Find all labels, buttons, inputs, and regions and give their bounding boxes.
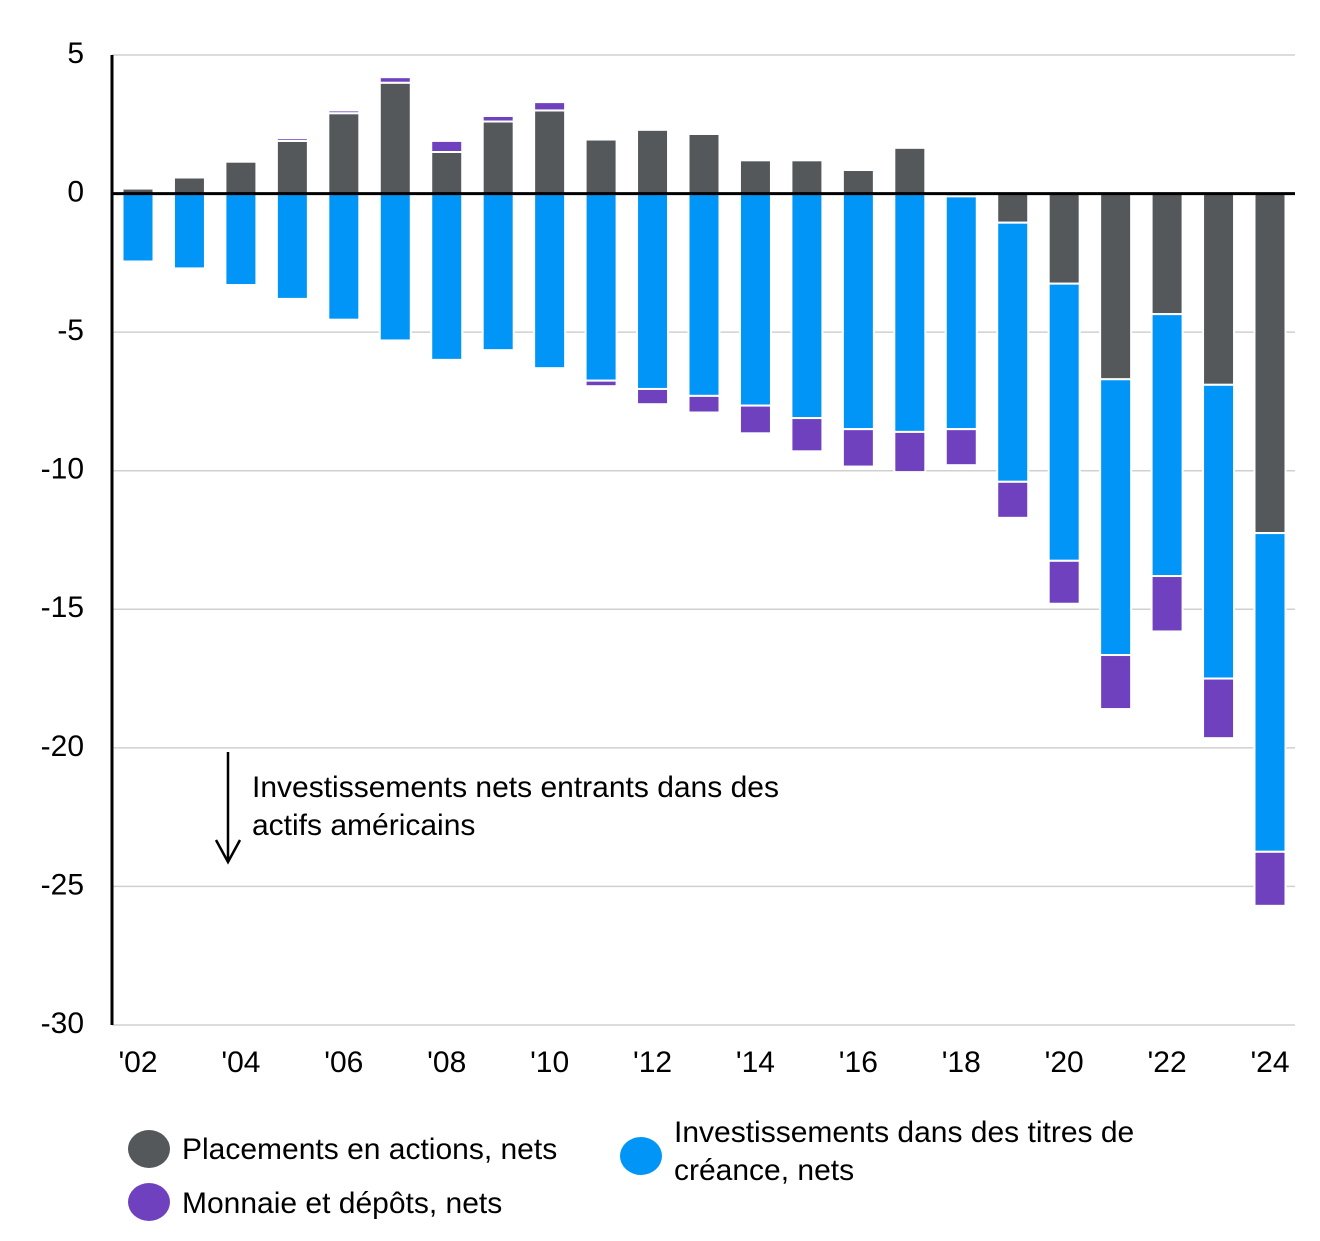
x-tick-label: '02 [118, 1046, 157, 1079]
bar-segment [996, 480, 1030, 519]
y-tick-label: -5 [57, 314, 84, 347]
bar-segment [944, 428, 978, 467]
bar-segment [790, 159, 824, 195]
bar-segment [893, 430, 927, 474]
bar-segment [996, 192, 1030, 224]
x-tick-label: '10 [530, 1046, 569, 1079]
bar-segment [1202, 383, 1236, 680]
bar-segment [636, 128, 670, 195]
bar-segment [275, 137, 309, 142]
bar-segment [1253, 192, 1287, 535]
bar-segment [1150, 192, 1184, 316]
y-tick-label: -25 [41, 868, 84, 901]
bar-segment [893, 146, 927, 195]
bar-segment [481, 192, 515, 352]
bar-segment [327, 109, 361, 115]
bar-segment [1202, 677, 1236, 740]
bar-segment [121, 192, 155, 263]
bar-segment [738, 159, 772, 195]
legend-label: Investissements dans des titres de créan… [674, 1116, 1135, 1187]
legend-swatch [128, 1183, 170, 1221]
bar-segment [841, 192, 875, 431]
y-tick-label: -10 [41, 453, 84, 486]
bar-segment [378, 81, 412, 195]
bar-segment [172, 192, 206, 270]
bar-segment [172, 176, 206, 195]
bar-segment [841, 428, 875, 468]
bar-segment [893, 192, 927, 433]
bar-segment [790, 417, 824, 453]
y-tick-label: 5 [67, 37, 84, 70]
bar-segment [996, 221, 1030, 483]
bar-segment [636, 387, 670, 406]
legend-label: Monnaie et dépôts, nets [182, 1187, 503, 1220]
bar-segment [327, 112, 361, 195]
y-tick-label: -20 [41, 730, 84, 763]
bar-segment [584, 138, 618, 195]
legend-swatch [620, 1137, 662, 1175]
bar-segment [481, 114, 515, 123]
bar-segment [1150, 575, 1184, 633]
x-tick-label: '12 [633, 1046, 672, 1079]
annotation-arrowhead [214, 839, 242, 865]
bar-segment [1047, 559, 1081, 605]
y-tick-label: -30 [41, 1007, 84, 1040]
bar-segment [533, 192, 567, 370]
annotation: Investissements nets entrants dans des a… [252, 771, 779, 842]
y-tick-label: -15 [41, 591, 84, 624]
x-tick-label: '18 [942, 1046, 981, 1079]
x-tick-label: '16 [839, 1046, 878, 1079]
bar-segment [636, 192, 670, 390]
bar-segment [378, 192, 412, 342]
bar-segment [430, 151, 464, 195]
legend-swatch [128, 1130, 170, 1168]
bar-segment [584, 192, 618, 382]
bar-segment [275, 192, 309, 300]
bar-segment [224, 192, 258, 287]
bar-segment [1099, 378, 1133, 657]
x-tick-label: '08 [427, 1046, 466, 1079]
bar-segment [1099, 654, 1133, 711]
bar-segment [1047, 192, 1081, 285]
x-tick-label: '04 [221, 1046, 260, 1079]
x-tick-label: '22 [1148, 1046, 1187, 1079]
bar-segment [430, 139, 464, 154]
bar-segment [944, 195, 978, 431]
bar-segment [687, 132, 721, 195]
bar-segment [841, 169, 875, 195]
bar-segment [687, 394, 721, 414]
bar-segment [481, 120, 515, 195]
bar-segment [790, 192, 824, 420]
x-tick-label: '14 [736, 1046, 775, 1079]
bar-segment [378, 76, 412, 84]
bar-segment [275, 139, 309, 195]
bar-segment [1047, 282, 1081, 562]
bar-segment [1202, 192, 1236, 386]
bar-segment [1150, 313, 1184, 578]
bar-segment [1253, 850, 1287, 907]
bar-segment [687, 192, 721, 397]
bar-segment [224, 160, 258, 195]
bar-segment [1099, 192, 1133, 381]
bar-segment [584, 379, 618, 388]
bar-segment [533, 109, 567, 195]
x-tick-label: '24 [1250, 1046, 1289, 1079]
x-tick-label: '20 [1045, 1046, 1084, 1079]
legend-label: Placements en actions, nets [182, 1133, 558, 1166]
y-tick-label: 0 [67, 175, 84, 208]
bar-segment [533, 101, 567, 112]
bar-segment [738, 404, 772, 435]
bar-segment [430, 192, 464, 361]
x-tick-label: '06 [324, 1046, 363, 1079]
bar-segment [1253, 532, 1287, 853]
bar-segment [327, 192, 361, 321]
bar-segment [738, 192, 772, 407]
